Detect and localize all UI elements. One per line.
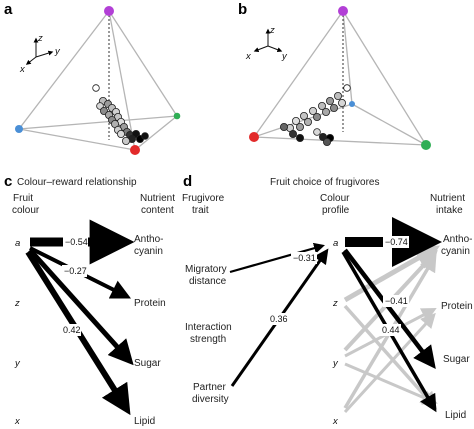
vertex-left-b: [249, 132, 259, 142]
d-trait-migratory-1: Migratory: [185, 264, 227, 275]
c-node-y: y: [14, 358, 21, 369]
d-mid-header-1: Colour: [320, 193, 350, 204]
c-arrow-a-sugar: [28, 248, 134, 366]
d-right-header-2: intake: [436, 205, 463, 216]
d-coef-box-3: [383, 236, 409, 248]
c-coef-box-1: [63, 236, 88, 248]
axis-label-y-a: y: [54, 46, 61, 57]
axis-label-z-a: z: [37, 33, 43, 44]
panel-d-label: d: [183, 173, 192, 190]
d-coef-lipid: 0.44: [382, 325, 400, 335]
d-coef-box-5: [380, 324, 401, 336]
d-trait-interaction-1: Interaction: [185, 322, 232, 333]
d-node-x: x: [332, 416, 339, 427]
c-coef-anthocyanin: −0.54: [65, 237, 88, 247]
point-cluster-b: [279, 84, 351, 146]
d-arrow-migratory-a: [229, 242, 325, 274]
c-coef-protein: −0.27: [64, 266, 87, 276]
vertex-back-b: [349, 101, 355, 107]
d-node-z: z: [332, 298, 338, 309]
panel-d: d Fruit choice of frugivores Frugivore t…: [182, 173, 473, 427]
c-coef-box-3: [61, 324, 81, 336]
axis-label-z-b: z: [269, 25, 275, 36]
tetrahedron-a-edges: [18, 10, 178, 151]
d-target-lipid: Lipid: [445, 410, 466, 421]
d-left-header-1: Frugivore: [182, 193, 225, 204]
vertex-top-b: [338, 6, 348, 16]
c-coef-box-2: [62, 265, 87, 277]
vertex-front-a: [130, 145, 140, 155]
d-target-anthocyanin-2: cyanin: [441, 246, 470, 257]
axis-label-x-a: x: [19, 64, 26, 75]
panel-d-title: Fruit choice of frugivores: [270, 177, 380, 188]
c-coef-sugar: 0.42: [63, 325, 81, 335]
d-trait-partner-2: diversity: [192, 394, 229, 405]
axis-label-x-b: x: [245, 51, 252, 62]
c-target-lipid: Lipid: [134, 416, 155, 427]
d-mid-header-2: profile: [322, 205, 350, 216]
axis-label-y-b: y: [281, 51, 288, 62]
c-target-protein: Protein: [134, 298, 166, 309]
c-left-header-1: Fruit: [13, 193, 33, 204]
c-right-header-2: content: [141, 205, 174, 216]
panel-c-label: c: [4, 173, 12, 190]
d-trait-partner-1: Partner: [193, 382, 226, 393]
d-coef-box-2: [268, 313, 289, 325]
vertex-right-a: [173, 112, 181, 120]
d-coef-partner: 0.36: [270, 314, 288, 324]
c-target-anthocyanin-2: cyanin: [134, 246, 163, 257]
d-target-protein: Protein: [441, 301, 473, 312]
axes-glyph-a: [25, 37, 54, 65]
c-right-header-1: Nutrient: [140, 193, 175, 204]
d-coef-box-1: [291, 252, 317, 264]
c-target-anthocyanin-1: Antho-: [134, 234, 163, 245]
d-right-header-1: Nutrient: [430, 193, 465, 204]
tetrahedron-b-edges: [253, 10, 427, 146]
d-trait-migratory-2: distance: [189, 276, 227, 287]
d-coef-migratory: −0.31: [293, 253, 316, 263]
panel-c: c Colour–reward relationship Fruit colou…: [4, 173, 175, 427]
d-target-anthocyanin-1: Antho-: [443, 234, 472, 245]
d-left-header-2: trait: [192, 205, 209, 216]
d-coef-sugar: −0.41: [385, 296, 408, 306]
c-node-x: x: [14, 416, 21, 427]
d-coef-box-4: [383, 295, 409, 307]
axes-glyph-b: [253, 28, 283, 53]
vertex-top-a: [104, 6, 114, 16]
c-left-header-2: colour: [12, 205, 40, 216]
panel-c-title: Colour–reward relationship: [17, 177, 137, 188]
panel-b: b z x y: [238, 1, 431, 150]
d-node-y: y: [332, 358, 339, 369]
d-coef-anthocyanin: −0.74: [385, 237, 408, 247]
vertex-right-b: [421, 140, 431, 150]
panel-a: a z y x: [4, 1, 181, 155]
d-node-a: a: [333, 238, 338, 249]
vertex-left-a: [15, 125, 23, 133]
c-node-a: a: [15, 238, 20, 249]
c-target-sugar: Sugar: [134, 358, 161, 369]
d-target-sugar: Sugar: [443, 354, 470, 365]
d-trait-interaction-2: strength: [190, 334, 226, 345]
c-node-z: z: [14, 298, 20, 309]
point-cluster-a: [92, 84, 149, 145]
panel-b-label: b: [238, 1, 247, 18]
panel-a-label: a: [4, 1, 13, 18]
